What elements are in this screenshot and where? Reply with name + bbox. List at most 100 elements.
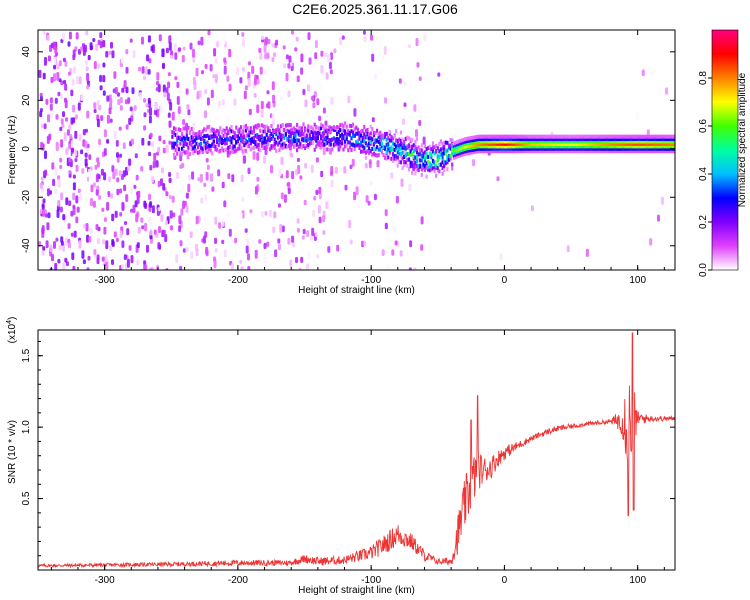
- noise-cell: [349, 164, 353, 170]
- signal-cell: [593, 141, 596, 146]
- signal-cell: [230, 145, 233, 150]
- noise-cell: [327, 246, 331, 253]
- signal-cell: [531, 137, 534, 142]
- signal-cell: [507, 144, 510, 149]
- noise-cell: [38, 69, 42, 78]
- noise-cell: [93, 249, 97, 256]
- noise-cell: [39, 156, 43, 163]
- noise-cell: [64, 99, 68, 109]
- signal-cell: [515, 134, 518, 139]
- signal-cell: [390, 156, 393, 161]
- noise-cell: [283, 194, 287, 203]
- signal-cell: [614, 141, 617, 146]
- noise-cell: [65, 261, 69, 267]
- signal-cell: [428, 151, 431, 156]
- noise-cell: [86, 85, 90, 90]
- signal-cell: [526, 149, 529, 154]
- signal-cell: [611, 137, 614, 142]
- noise-cell: [86, 72, 90, 82]
- signal-cell: [377, 134, 380, 139]
- signal-cell: [606, 141, 609, 146]
- signal-cell: [523, 149, 526, 154]
- signal-cell: [246, 133, 249, 138]
- noise-cell: [103, 129, 107, 138]
- signal-cell: [657, 137, 660, 142]
- signal-cell: [294, 138, 297, 143]
- signal-cell: [566, 146, 569, 151]
- noise-cell: [80, 46, 84, 52]
- signal-cell: [614, 146, 617, 151]
- signal-cell: [299, 141, 302, 146]
- signal-cell: [659, 139, 662, 144]
- signal-cell: [545, 134, 548, 139]
- noise-cell: [102, 90, 106, 96]
- signal-cell: [651, 144, 654, 149]
- noise-cell: [116, 152, 119, 158]
- signal-cell: [444, 149, 447, 154]
- noise-cell: [56, 64, 60, 70]
- noise-cell: [303, 199, 307, 206]
- signal-cell: [281, 123, 284, 127]
- signal-cell: [332, 136, 335, 141]
- signal-cell: [668, 139, 671, 144]
- signal-cell: [179, 135, 182, 140]
- signal-cell: [291, 127, 294, 132]
- noise-cell: [84, 60, 88, 66]
- noise-cell: [296, 157, 300, 162]
- signal-cell: [304, 146, 307, 151]
- signal-cell: [507, 134, 510, 139]
- signal-cell: [483, 144, 486, 149]
- signal-cell: [491, 134, 494, 139]
- signal-cell: [486, 139, 489, 144]
- noise-cell: [330, 52, 333, 60]
- signal-cell: [427, 159, 430, 164]
- noise-cell: [165, 268, 169, 270]
- signal-cell: [542, 141, 545, 146]
- signal-cell: [361, 138, 364, 143]
- noise-cell: [221, 239, 225, 245]
- signal-cell: [556, 134, 559, 139]
- signal-cell: [280, 143, 283, 148]
- noise-cell: [93, 254, 97, 259]
- signal-cell: [184, 136, 187, 141]
- signal-cell: [620, 134, 623, 139]
- signal-cell: [294, 133, 297, 138]
- signal-cell: [415, 159, 419, 164]
- signal-cell: [567, 149, 571, 154]
- signal-cell: [403, 155, 406, 159]
- line-xtick-label: -200: [228, 575, 248, 586]
- signal-cell: [542, 139, 545, 144]
- signal-cell: [260, 140, 263, 145]
- noise-cell: [403, 102, 407, 107]
- signal-cell: [622, 137, 625, 142]
- signal-cell: [297, 144, 300, 149]
- signal-cell: [318, 131, 321, 136]
- noise-cell: [84, 152, 88, 158]
- signal-cell: [225, 141, 228, 146]
- signal-cell: [654, 144, 657, 149]
- signal-cell: [361, 144, 364, 149]
- signal-cell: [454, 148, 457, 152]
- noise-cell: [46, 188, 50, 197]
- signal-cell: [639, 146, 642, 151]
- signal-cell: [654, 137, 657, 142]
- signal-cell: [238, 127, 241, 132]
- noise-cell: [242, 66, 245, 72]
- signal-cell: [398, 137, 401, 142]
- signal-cell: [617, 137, 620, 142]
- signal-cell: [406, 158, 409, 162]
- signal-cell: [539, 149, 542, 154]
- signal-cell: [495, 146, 499, 151]
- signal-cell: [500, 134, 503, 139]
- noise-cell: [274, 249, 278, 258]
- signal-cell: [396, 139, 399, 143]
- signal-cell: [532, 149, 535, 154]
- signal-cell: [579, 149, 582, 154]
- signal-cell: [404, 153, 407, 158]
- noise-cell: [44, 169, 48, 176]
- noise-cell: [142, 115, 146, 124]
- signal-cell: [288, 129, 291, 134]
- signal-cell: [646, 139, 649, 144]
- signal-cell: [324, 136, 327, 140]
